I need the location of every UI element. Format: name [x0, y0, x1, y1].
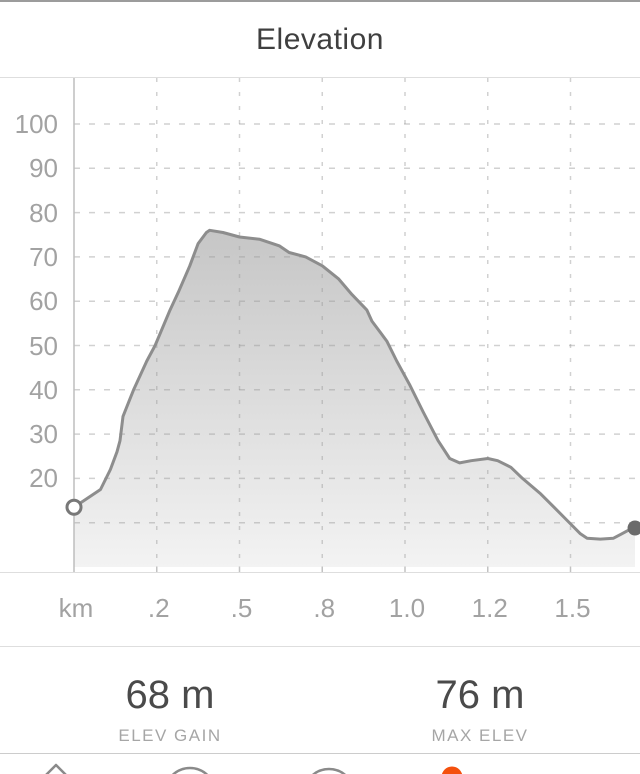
- x-tick-label: 1.2: [471, 593, 508, 623]
- x-tick-label: .8: [313, 593, 336, 623]
- y-tick-label: 100: [14, 109, 58, 139]
- x-tick-label: .5: [230, 593, 253, 623]
- record-dot-icon[interactable]: [441, 766, 463, 774]
- y-tick-label: 80: [29, 197, 58, 228]
- stat-value: 76 m: [435, 673, 525, 717]
- explore-circle-icon[interactable]: [165, 766, 215, 774]
- elevation-chart[interactable]: 100 90 80 70 60 50 40 30 20: [0, 77, 640, 573]
- x-axis-unit-label: km: [58, 593, 94, 623]
- elevation-line: [72, 228, 637, 541]
- y-tick-label: 90: [29, 153, 58, 184]
- chart-header: Elevation: [0, 2, 640, 77]
- tab-bar-icons: [45, 763, 463, 774]
- circle-outline-icon[interactable]: [304, 767, 354, 774]
- stat-label: ELEV GAIN: [118, 726, 222, 745]
- elevation-area-fill: [74, 230, 635, 568]
- stats-row: 68 m ELEV GAIN 76 m MAX ELEV: [0, 647, 640, 753]
- route-end-marker: [627, 520, 640, 536]
- x-axis-labels: km .2 .5 .8 1.0 1.2 1.5: [0, 572, 640, 647]
- chart-title: Elevation: [256, 22, 384, 56]
- stat-label: MAX ELEV: [431, 726, 529, 745]
- stat-max-elev: 76 m MAX ELEV: [320, 647, 640, 753]
- y-tick-label: 60: [29, 286, 58, 317]
- tab-bar[interactable]: [0, 753, 640, 774]
- top-divider: [0, 0, 640, 2]
- y-tick-label: 70: [29, 241, 58, 272]
- peak-outline-icon[interactable]: [45, 763, 67, 774]
- x-tick-label: 1.0: [388, 593, 426, 623]
- route-start-marker: [65, 498, 83, 516]
- y-tick-label: 30: [29, 419, 58, 450]
- x-tick-label: .2: [147, 593, 170, 623]
- y-tick-label: 20: [29, 463, 58, 494]
- y-tick-label: 40: [29, 374, 58, 405]
- y-axis-labels: 100 90 80 70 60 50 40 30 20: [0, 78, 58, 573]
- y-tick-label: 50: [29, 330, 58, 361]
- stat-value: 68 m: [125, 673, 215, 717]
- x-tick-label: 1.5: [554, 593, 591, 623]
- elevation-chart-plot[interactable]: [0, 78, 640, 573]
- stat-elev-gain: 68 m ELEV GAIN: [10, 647, 330, 753]
